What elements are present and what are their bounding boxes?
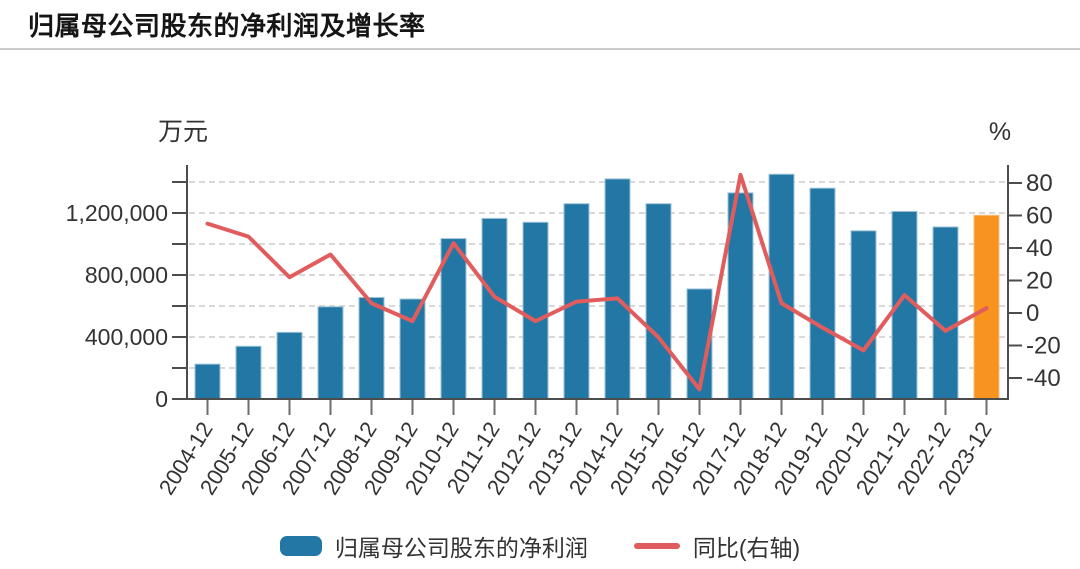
bar-2022-12[interactable] <box>932 226 959 400</box>
bar-2012-12[interactable] <box>522 221 549 400</box>
bar-2009-12[interactable] <box>399 298 426 400</box>
right-axis-tick-label: -20 <box>1026 333 1061 360</box>
gridlines <box>189 181 1007 369</box>
right-axis-tick-label: 40 <box>1026 235 1053 262</box>
right-axis-tick-label: 0 <box>1026 300 1039 327</box>
bar-2004-12[interactable] <box>194 363 221 400</box>
chart-legend: 归属母公司股东的净利润 同比(右轴) <box>0 529 1080 563</box>
bar-2007-12[interactable] <box>317 306 344 400</box>
bar-2011-12[interactable] <box>481 217 508 400</box>
left-axis-tick-label: 1,200,000 <box>66 200 168 226</box>
left-axis-tick-label: 800,000 <box>85 262 168 288</box>
right-axis-tick-label: 60 <box>1026 203 1053 230</box>
bar-2018-12[interactable] <box>768 173 795 400</box>
bar-2015-12[interactable] <box>645 203 672 400</box>
bar-2020-12[interactable] <box>850 230 877 400</box>
page-title: 归属母公司股东的净利润及增长率 <box>28 11 426 41</box>
bar-2019-12[interactable] <box>809 187 836 400</box>
bar-2006-12[interactable] <box>276 331 303 400</box>
left-axis-tick-label: 400,000 <box>85 324 168 350</box>
right-axis-unit-label: % <box>989 118 1011 146</box>
bars <box>194 173 1000 400</box>
title-divider <box>0 48 1080 50</box>
line-series-swatch <box>633 543 680 549</box>
bar-series-swatch <box>279 536 322 556</box>
legend-item-yoy[interactable]: 同比(右轴) <box>633 529 801 563</box>
axes <box>172 165 1022 400</box>
left-axis-unit-label: 万元 <box>158 118 208 146</box>
left-axis-tick-label: 0 <box>155 386 168 412</box>
yoy-growth-line[interactable] <box>205 172 989 392</box>
line-series-label: 同比(右轴) <box>692 535 801 561</box>
bar-2005-12[interactable] <box>235 345 262 400</box>
bar-2008-12[interactable] <box>358 296 385 400</box>
right-axis-tick-label: 80 <box>1026 170 1053 197</box>
legend-item-net-profit[interactable]: 归属母公司股东的净利润 <box>279 529 588 563</box>
right-axis-tick-label: -40 <box>1026 365 1061 392</box>
x-ticks <box>206 400 988 415</box>
right-axis-tick-label: 20 <box>1026 268 1053 295</box>
bar-2010-12[interactable] <box>440 238 467 400</box>
bar-2014-12[interactable] <box>604 178 631 400</box>
bar-series-label: 归属母公司股东的净利润 <box>334 535 588 561</box>
profit-growth-chart: 0400,000800,0001,200,000806040200-20-402… <box>66 118 1061 499</box>
